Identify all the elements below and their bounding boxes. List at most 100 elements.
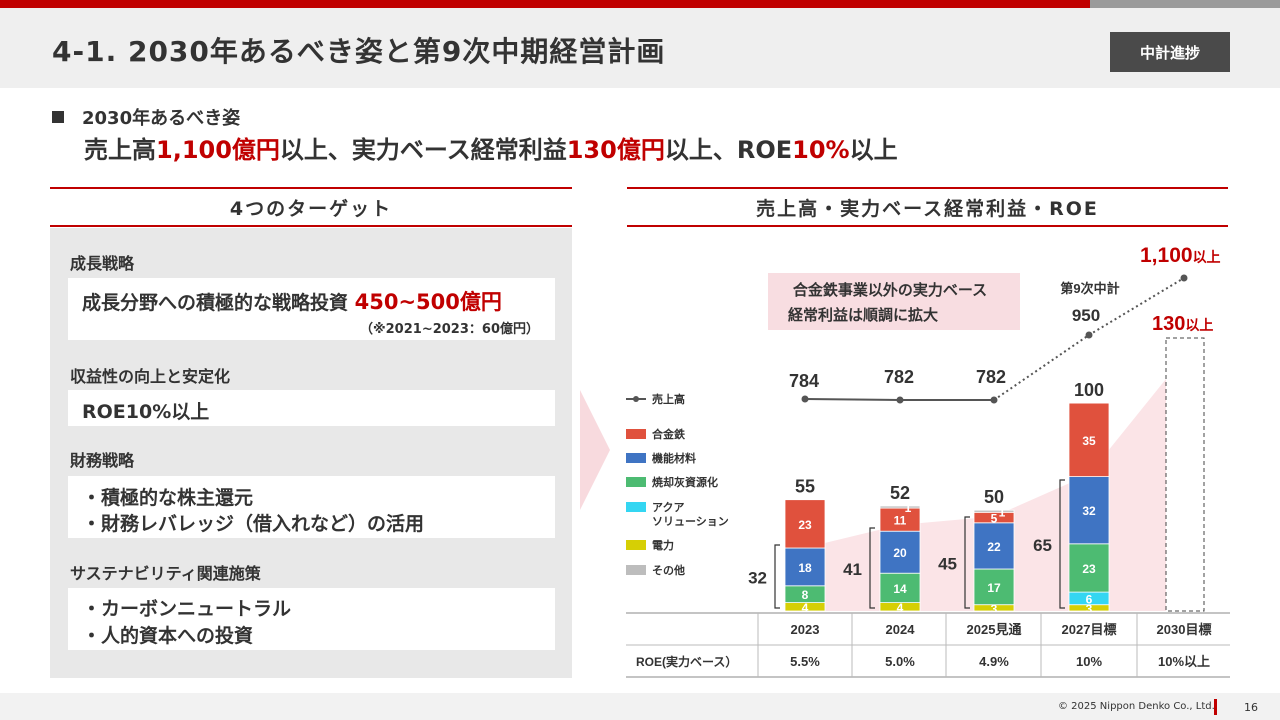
vision-heading: 2030年あるべき姿	[52, 104, 240, 130]
top-accent-bar	[0, 0, 1090, 8]
roe-value-2024: 5.0%	[885, 654, 915, 669]
roe-value-2025見通: 4.9%	[979, 654, 1009, 669]
bar-2025見通-焼却灰資源化	[973, 568, 1015, 606]
roe-row-label: ROE(実力ベース）	[636, 654, 737, 669]
target-sales-value: 1,100	[1140, 244, 1193, 267]
roe-target-text: ROE10%以上	[82, 401, 210, 423]
plan-label: 第9次中計	[1060, 281, 1119, 296]
profitability-box: ROE10%以上	[68, 390, 555, 426]
transition-arrow	[580, 390, 610, 510]
bar-2023-焼却灰資源化	[784, 585, 826, 603]
legend-swatch-その他	[626, 565, 646, 575]
year-label-2024: 2024	[886, 622, 916, 637]
legend-label-売上高: 売上高	[652, 392, 685, 406]
targets-panel-header: 4つのターゲット	[50, 187, 572, 227]
total-label-2027目標: 100	[1074, 380, 1104, 400]
bar-2025見通-機能材料	[973, 522, 1015, 570]
bar-label-2027目標-焼却灰資源化: 23	[1082, 562, 1096, 576]
bar-label-2025見通-合金鉄: 5	[991, 512, 998, 526]
legend-label-aqua-1: アクア	[652, 501, 684, 514]
sales-point-2023	[801, 395, 809, 403]
finance-item-1: ・積極的な株主還元	[82, 487, 254, 509]
bar-2025見通-合金鉄	[973, 511, 1015, 524]
vision-text-3: 以上、ROE	[664, 136, 793, 164]
bar-label-2027目標-アクアソリューション: 6	[1086, 592, 1093, 606]
target-profit-value: 130	[1152, 313, 1185, 335]
finance-item-2: ・財務レバレッジ（借入れなど）の活用	[82, 513, 425, 535]
total-label-2025見通: 50	[984, 487, 1004, 507]
footer	[0, 693, 1280, 720]
non-alloy-bracket-2027目標	[1059, 479, 1065, 609]
bar-2024-機能材料	[879, 530, 921, 574]
non-alloy-total-2024: 41	[843, 560, 862, 579]
growth-sub-note: （※2021~2023：60億円）	[360, 322, 539, 337]
page-number: 16	[1244, 701, 1258, 714]
callout-line-2: 経常利益は順調に拡大	[788, 306, 938, 324]
bar-2027目標-焼却灰資源化	[1068, 543, 1110, 593]
roe-value-2030目標: 10%以上	[1158, 654, 1210, 669]
sustainability-box: ・カーボンニュートラル ・人的資本への投資	[68, 588, 555, 650]
sustainability-item-1: ・カーボンニュートラル	[82, 598, 292, 620]
legend-label-機能材料: 機能材料	[652, 451, 696, 465]
bar-2025見通-その他	[973, 509, 1015, 513]
bar-2027目標-電力	[1068, 604, 1110, 612]
legend-label-電力: 電力	[652, 538, 674, 552]
year-label-2025見通: 2025見通	[967, 622, 1022, 637]
non-alloy-total-2023: 32	[748, 569, 767, 588]
growth-text: 成長分野への積極的な戦略投資 450~500億円	[82, 286, 502, 316]
bar-label-2027目標-電力: 3	[1086, 602, 1093, 616]
bar-2025見通-電力	[973, 604, 1015, 612]
legend-swatch-機能材料	[626, 453, 646, 463]
bar-2023-電力	[784, 602, 826, 612]
bullet-square-icon	[52, 111, 64, 123]
non-alloy-growth-area	[805, 378, 1166, 611]
legend-label-合金鉄: 合金鉄	[652, 427, 686, 441]
bar-label-2023-焼却灰資源化: 8	[802, 588, 809, 602]
finance-box: ・積極的な株主還元 ・財務レバレッジ（借入れなど）の活用	[68, 476, 555, 538]
vision-text-4: 以上	[849, 136, 898, 164]
bar-2027目標-合金鉄	[1068, 402, 1110, 478]
target-sales-label: 1,100以上	[1140, 244, 1221, 267]
year-label-2023: 2023	[791, 622, 820, 637]
section-title-growth: 成長戦略	[70, 254, 135, 273]
sustainability-item-2: ・人的資本への投資	[82, 625, 254, 647]
vision-label: 2030年あるべき姿	[82, 108, 241, 129]
bar-2027目標-アクアソリューション	[1068, 591, 1110, 606]
total-label-2023: 55	[795, 477, 815, 497]
bar-2024-合金鉄	[879, 507, 921, 532]
legend-swatch-アクアソリューション	[626, 502, 646, 512]
non-alloy-bracket-2023	[774, 544, 780, 609]
callout-line-1: 合金鉄事業以外の実力ベース	[792, 281, 987, 299]
legend-swatch-合金鉄	[626, 429, 646, 439]
legend-swatch-電力	[626, 540, 646, 550]
non-alloy-bracket-2025見通	[964, 516, 970, 609]
non-alloy-bracket-2024	[869, 527, 875, 609]
section-title-sustainability: サステナビリティ関連施策	[70, 564, 261, 583]
sales-line-actual	[804, 398, 994, 401]
target-profit-label: 130以上	[1152, 313, 1213, 335]
roe-value-2027目標: 10%	[1076, 654, 1102, 669]
sales-point-2027目標	[1085, 331, 1093, 339]
bar-label-2024-その他: 1	[905, 501, 912, 515]
bar-2030-target-placeholder	[1165, 337, 1205, 612]
legend-label-その他: その他	[652, 563, 685, 577]
sales-point-2024	[896, 396, 904, 404]
year-label-2030目標: 2030目標	[1157, 622, 1212, 637]
bar-2027目標-機能材料	[1068, 476, 1110, 545]
target-sales-suffix: 以上	[1193, 249, 1221, 265]
bar-label-2025見通-焼却灰資源化: 17	[987, 581, 1001, 595]
growth-text-prefix: 成長分野への積極的な戦略投資	[82, 292, 355, 314]
bar-2024-その他	[879, 505, 921, 509]
page-title: 4-1. 2030年あるべき姿と第9次中期経営計画	[52, 35, 666, 68]
bar-label-2027目標-機能材料: 32	[1082, 504, 1096, 518]
legend-label-aqua-2: ソリューション	[652, 515, 729, 528]
section-title-profitability: 収益性の向上と安定化	[70, 367, 231, 386]
callout-box	[768, 273, 1020, 330]
bar-label-2024-機能材料: 20	[893, 546, 907, 560]
bar-label-2023-合金鉄: 23	[798, 518, 812, 532]
bar-label-2025見通-その他: 1	[999, 505, 1006, 519]
sales-point-2030目標	[1180, 274, 1188, 282]
sales-label-2024: 782	[884, 367, 914, 387]
midterm-progress-badge: 中計進捗	[1110, 32, 1230, 72]
top-accent-bar-gray	[1090, 0, 1280, 8]
